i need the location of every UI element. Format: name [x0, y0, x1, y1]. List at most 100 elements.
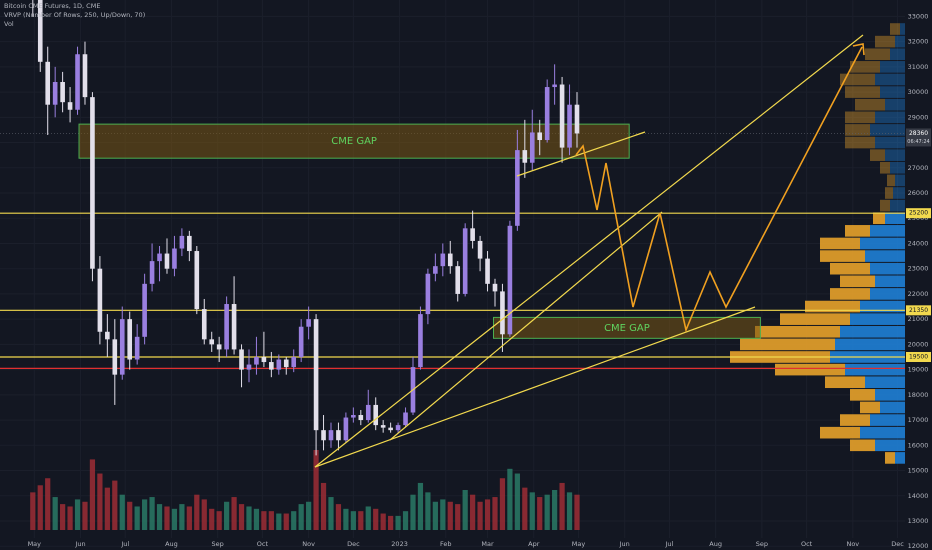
profile-down [880, 161, 890, 174]
y-tick-label: 21000 [908, 315, 929, 323]
candle-body [567, 104, 572, 148]
candle-body [224, 304, 229, 350]
candle-body [351, 415, 356, 418]
candle-body [365, 404, 371, 421]
profile-down [775, 363, 845, 376]
indicator-label: VRVP (Number Of Rows, 250, Up/Down, 70) [4, 11, 145, 19]
volume-bar [559, 482, 565, 530]
volume-bar [179, 504, 185, 530]
profile-up [890, 199, 905, 212]
profile-up [875, 389, 905, 401]
volume-bar [410, 494, 416, 530]
y-tick-label: 33000 [908, 12, 929, 20]
candle-body [82, 54, 88, 98]
gap-box [78, 123, 630, 159]
profile-down [805, 300, 860, 313]
profile-up [900, 23, 905, 35]
price-axis [905, 0, 932, 550]
volume-bar [67, 506, 73, 530]
volume-bar [261, 511, 267, 530]
profile-up [870, 262, 905, 275]
candle-body [418, 314, 423, 368]
profile-up [870, 288, 905, 300]
y-tick-label: 16000 [908, 441, 929, 449]
candle-body [172, 248, 177, 269]
candle-body [433, 266, 438, 274]
candle-body [164, 253, 170, 269]
profile-down [885, 187, 893, 199]
volume-bar [328, 497, 334, 530]
profile-down [845, 111, 875, 124]
candle-body [45, 61, 51, 105]
candle-body [179, 235, 185, 249]
profile-up [860, 300, 905, 313]
volume-bar [216, 511, 222, 530]
candle-body [283, 359, 289, 368]
x-tick-label: Jun [619, 540, 630, 548]
profile-up [880, 401, 905, 414]
volume-bar [52, 497, 58, 530]
axes: 12000 13000 14000 15000 16000 17000 18000 19000… [28, 12, 931, 550]
volume-bar [246, 506, 252, 530]
profile-down [845, 86, 880, 98]
volume-bar [432, 501, 438, 530]
volume-bar [358, 511, 364, 530]
y-tick-label: 30000 [908, 88, 929, 96]
candle-body [321, 430, 326, 441]
y-tick-label: 27000 [908, 164, 929, 172]
profile-up [840, 325, 905, 338]
candle-body [231, 304, 237, 350]
volume-bar [201, 499, 207, 530]
x-tick-label: Feb [440, 540, 452, 548]
y-tick-label: 26000 [908, 189, 929, 197]
level-label-box [906, 351, 931, 362]
volume-bar [30, 492, 36, 530]
volume-bar [186, 506, 192, 530]
gap-label: CME GAP [604, 323, 650, 334]
volume-bar [171, 508, 178, 530]
profile-down [845, 136, 875, 149]
volume-profile [730, 23, 905, 464]
levels [0, 133, 905, 369]
y-tick-label: 25000 [908, 214, 929, 222]
candle-body [470, 228, 475, 241]
candle-body [157, 253, 162, 262]
candle-body [485, 258, 490, 284]
profile-up [875, 111, 905, 124]
chart-title: Bitcoin CME Futures, 1D, CME [4, 2, 100, 10]
candle-body [373, 404, 379, 426]
volume-bar [253, 508, 260, 530]
profile-down [830, 288, 870, 300]
y-tick-label: 15000 [908, 467, 929, 475]
profile-down [850, 439, 875, 452]
x-tick-label: Mar [481, 540, 494, 548]
candle-body [97, 268, 103, 332]
volume-bar [306, 501, 312, 530]
profile-down [887, 174, 895, 187]
candle-body [261, 356, 267, 363]
gaps: CME GAP CME GAP [78, 123, 761, 339]
profile-up [865, 376, 905, 389]
x-tick-label: May [572, 540, 586, 548]
volume-bar [320, 482, 327, 530]
profile-down [885, 452, 895, 464]
volume-bar [45, 478, 51, 530]
profile-up [860, 237, 905, 250]
level-label: 25200 [909, 210, 928, 217]
candle-body [447, 253, 453, 267]
candle-body [201, 309, 207, 340]
volume-bar [514, 473, 520, 530]
candle-body [246, 364, 252, 370]
candle-body [149, 261, 155, 284]
volume-bar [60, 504, 66, 530]
trendline [516, 131, 646, 177]
candle-body [425, 273, 431, 315]
volume-bar [82, 501, 88, 530]
last-price-label: 28360 [909, 130, 928, 137]
volume-bar [298, 504, 304, 530]
candle-body [269, 362, 274, 370]
y-tick-label: 20000 [908, 340, 929, 348]
volume-bar [350, 511, 356, 530]
profile-up [875, 439, 905, 452]
volume-bar [484, 499, 491, 530]
